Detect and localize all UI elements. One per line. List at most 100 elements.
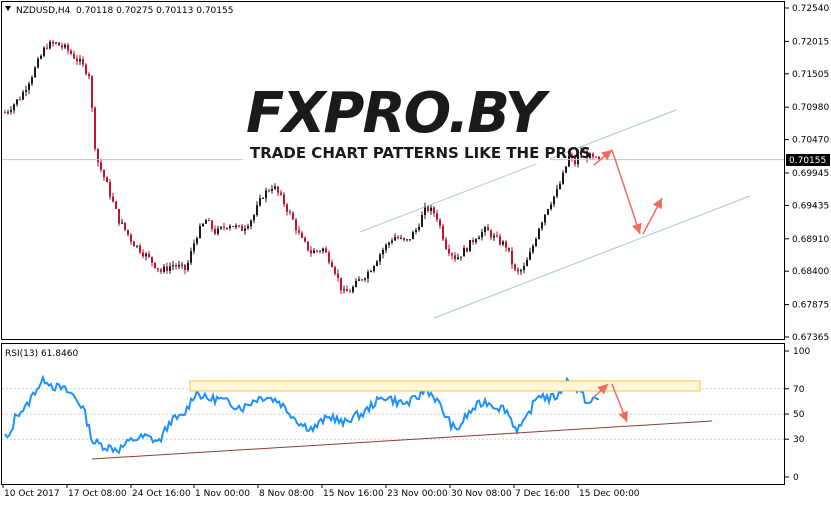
candle-body — [388, 242, 390, 245]
candle-body — [67, 44, 69, 51]
price-tick-label: 0.67875 — [792, 301, 829, 311]
candle-body — [142, 252, 144, 257]
current-price-label: 0.70155 — [789, 156, 826, 166]
candle-body — [343, 289, 345, 291]
candle-body — [334, 267, 336, 274]
candle-body — [427, 206, 429, 211]
candle-body — [463, 248, 465, 257]
candle-body — [31, 77, 33, 84]
candle-body — [397, 237, 399, 239]
candle-body — [73, 53, 75, 59]
time-tick-label: 15 Dec 00:00 — [579, 489, 640, 499]
candle-body — [259, 198, 261, 206]
candle-body — [466, 248, 468, 252]
candle-body — [7, 111, 9, 113]
candle-body — [127, 229, 129, 235]
candle-body — [553, 196, 555, 205]
candle-body — [22, 91, 24, 100]
candle-body — [166, 266, 168, 271]
candle-body — [58, 42, 60, 46]
candle-body — [250, 220, 252, 227]
candle-body — [256, 205, 258, 215]
price-arrow-down-head — [632, 222, 642, 234]
candle-body — [4, 112, 6, 114]
candle-body — [316, 250, 318, 252]
rsi-tick-label: 100 — [793, 347, 810, 357]
candle-body — [289, 211, 291, 213]
candle-body — [157, 268, 159, 270]
candle-body — [205, 220, 207, 224]
candle-body — [247, 226, 249, 229]
time-tick-label: 24 Oct 16:00 — [132, 489, 191, 499]
candle-body — [361, 279, 363, 281]
candle-body — [430, 207, 432, 211]
rsi-arrow-up-head — [597, 384, 608, 395]
candle-body — [88, 73, 90, 77]
candle-body — [190, 251, 192, 263]
candle-body — [37, 58, 39, 68]
symbol-info: NZDUSD,H4 — [16, 6, 71, 16]
candle-body — [220, 226, 222, 229]
candle-body — [541, 222, 543, 229]
rsi-arrow-down-head — [618, 410, 628, 422]
candle-body — [448, 248, 450, 254]
candle-body — [94, 107, 96, 149]
candle-body — [385, 244, 387, 250]
candle-body — [34, 67, 36, 78]
candle-body — [169, 266, 171, 271]
price-pane-frame — [1, 1, 785, 340]
candle-body — [499, 236, 501, 245]
candle-body — [352, 286, 354, 293]
price-tick-label: 0.70470 — [792, 136, 829, 146]
candle-body — [79, 59, 81, 62]
price-tick-label: 0.72540 — [792, 4, 829, 14]
candle-body — [145, 253, 147, 257]
candle-body — [454, 255, 456, 260]
price-arrow-up-2-head — [652, 198, 662, 210]
candle-body — [574, 157, 576, 165]
candle-body — [106, 177, 108, 183]
time-tick-label: 10 Oct 2017 — [4, 489, 60, 499]
candle-body — [109, 182, 111, 197]
candle-body — [322, 248, 324, 252]
candle-body — [331, 262, 333, 268]
candle-body — [280, 192, 282, 195]
candle-body — [424, 206, 426, 215]
candle-body — [475, 239, 477, 243]
candle-body — [274, 186, 276, 189]
candle-body — [493, 235, 495, 238]
candle-body — [85, 64, 87, 74]
candle-body — [514, 264, 516, 270]
candle-body — [19, 99, 21, 101]
candle-body — [226, 227, 228, 229]
candle-body — [181, 264, 183, 266]
candle-body — [295, 219, 297, 231]
candle-body — [292, 212, 294, 220]
logo-text: FXPRO.BY — [246, 81, 551, 146]
time-tick-label: 15 Nov 16:00 — [323, 489, 384, 499]
candle-body — [124, 222, 126, 230]
candle-body — [217, 228, 219, 234]
logo-tagline: TRADE CHART PATTERNS LIKE THE PROS — [250, 144, 591, 162]
time-tick-label: 23 Nov 00:00 — [387, 489, 448, 499]
candle-body — [223, 226, 225, 228]
candle-body — [379, 254, 381, 262]
candle-body — [115, 201, 117, 210]
candle-body — [436, 213, 438, 220]
candle-body — [349, 291, 351, 293]
time-tick-label: 7 Dec 16:00 — [515, 489, 570, 499]
candle-body — [103, 169, 105, 178]
price-arrow-up-1-head — [601, 150, 612, 161]
candle-body — [538, 228, 540, 239]
candle-body — [100, 162, 102, 170]
candle-body — [265, 190, 267, 199]
ohlc-values: 0.70118 0.70275 0.70113 0.70155 — [76, 6, 233, 16]
candle-body — [133, 241, 135, 247]
candle-body — [307, 241, 309, 251]
candle-body — [409, 239, 411, 241]
candle-body — [319, 250, 321, 252]
candle-body — [235, 225, 237, 227]
candle-body — [52, 41, 54, 44]
candle-body — [184, 264, 186, 270]
